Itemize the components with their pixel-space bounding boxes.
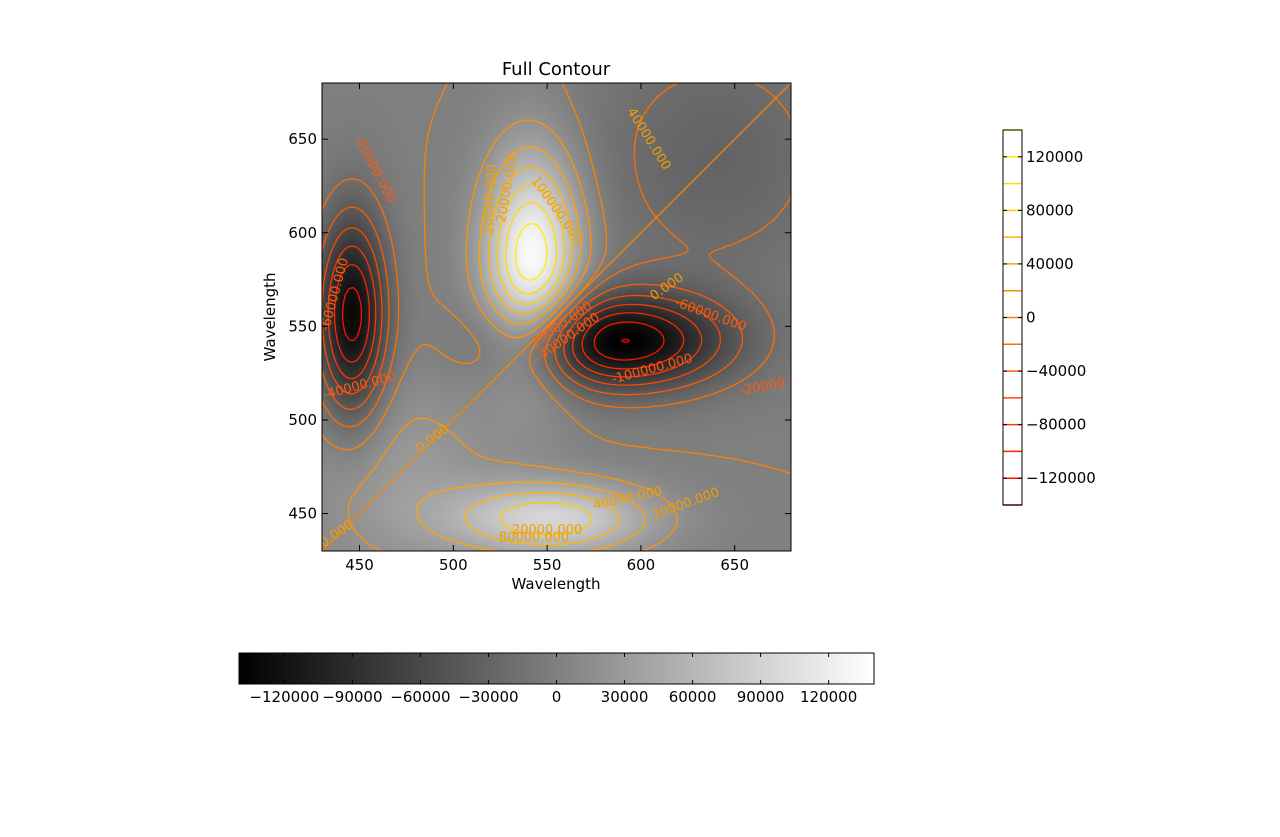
- contour-line: [322, 83, 791, 475]
- y-tick-label: 650: [288, 130, 317, 148]
- contour-label: 80000.000: [499, 530, 569, 545]
- x-axis-label: Wavelength: [512, 575, 601, 593]
- colorbar-tick-label: 80000: [1026, 201, 1074, 219]
- x-tick-label: 600: [627, 556, 656, 574]
- plot-area: -20000.000-60000.000-40000.00020000.0002…: [321, 82, 792, 552]
- colorbar-tick-label: 40000: [1026, 255, 1074, 273]
- contour-line: [621, 338, 630, 343]
- contour-line: [322, 206, 744, 411]
- y-tick-label: 500: [288, 411, 317, 429]
- contour-label: 20000.000: [482, 164, 499, 235]
- colorbar-tick-label: 30000: [601, 688, 649, 706]
- colorbar-tick-label: −30000: [458, 688, 518, 706]
- colorbar-tick-label: −40000: [1026, 362, 1086, 380]
- colorbar-tick-label: 120000: [800, 688, 857, 706]
- contour-line: [322, 83, 791, 428]
- colorbar-tick-label: 120000: [1026, 148, 1083, 166]
- x-tick-label: 450: [345, 556, 374, 574]
- contour-line: [333, 263, 685, 370]
- x-tick-label: 650: [720, 556, 749, 574]
- y-axis: 450 500 550 600 650: [288, 130, 791, 523]
- contour-line: [464, 166, 620, 546]
- y-axis-label: Wavelength: [261, 273, 279, 362]
- contour-line: [415, 146, 646, 551]
- colorbar-tick-label: 60000: [669, 688, 717, 706]
- contour-label: 20000.000: [512, 523, 582, 538]
- y-tick-label: 600: [288, 224, 317, 242]
- contour-line: [327, 245, 703, 380]
- plot-frame: [321, 82, 792, 552]
- contour-line: [505, 202, 558, 295]
- colorbar-tick-label: 0: [552, 688, 562, 706]
- contour-line: [496, 184, 593, 536]
- colorbar-tick-label: −60000: [390, 688, 450, 706]
- x-tick-label: 500: [439, 556, 468, 574]
- contour-colorbar-ticks: 120000 80000 40000 0 −40000 −80000 −120000: [1003, 148, 1096, 487]
- contour-line: [347, 119, 678, 551]
- y-tick-label: 450: [288, 505, 317, 523]
- contour-line: [514, 222, 548, 281]
- y-tick-label: 550: [288, 317, 317, 335]
- contour-lines: [322, 83, 791, 551]
- contour-line: [322, 227, 722, 395]
- colorbar-tick-label: −120000: [249, 688, 319, 706]
- colorbar-tick-label: 0: [1026, 309, 1036, 327]
- x-tick-label: 550: [533, 556, 562, 574]
- colorbar-tick-label: −80000: [1026, 416, 1086, 434]
- x-axis: 450 500 550 600 650: [345, 83, 749, 574]
- contour-colorbar: 120000 80000 40000 0 −40000 −80000 −120000: [1002, 129, 1096, 506]
- colorbar-tick-label: −120000: [1026, 469, 1096, 487]
- colorbar-tick-label: 90000: [737, 688, 785, 706]
- colorbar-tick-label: −90000: [322, 688, 382, 706]
- chart-title: Full Contour: [502, 59, 611, 80]
- contour-line-diagonal: [322, 83, 791, 551]
- contour-line: [341, 286, 665, 361]
- heatmap-colorbar: −120000 −90000 −60000 −30000 0 30000 60000 9000…: [238, 652, 875, 706]
- heatmap-colorbar-ticks: −120000 −90000 −60000 −30000 0 30000 60000 9000…: [249, 653, 857, 706]
